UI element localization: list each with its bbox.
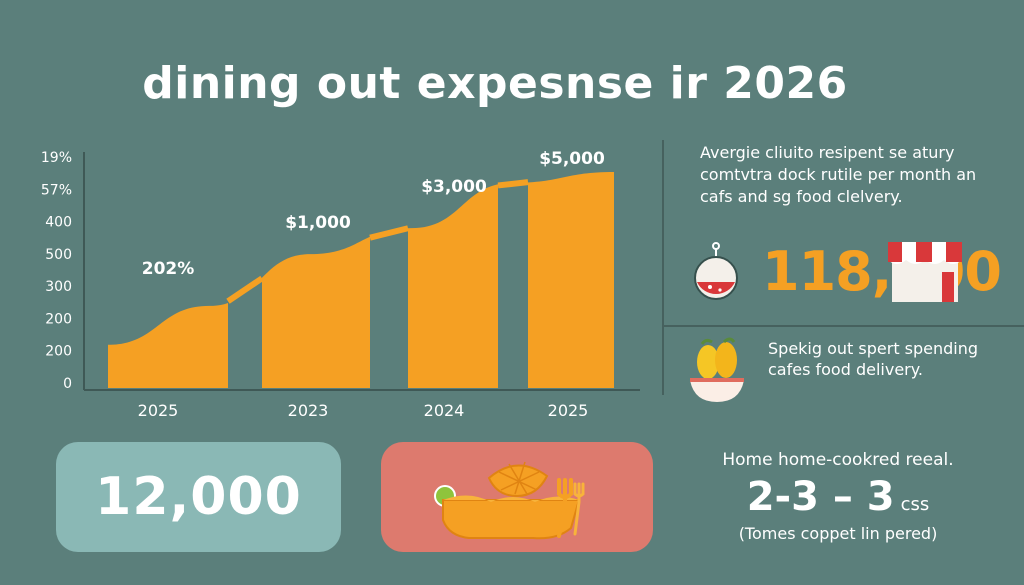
home-cooked-unit: css <box>900 494 930 515</box>
home-cooked-number: 2-3 – 3 <box>746 474 895 520</box>
home-cooked-title: Home home-cookred reeal. <box>722 450 954 470</box>
y-tick-label: 57% <box>41 182 72 198</box>
expense-area-chart: 19% 57% 400 500 300 200 200 0 2025 2023 2024 2025 20… <box>41 149 640 420</box>
home-cooked-note: (Tomes coppet lin pered) <box>738 524 938 543</box>
y-tick-label: 200 <box>45 311 72 327</box>
area-gap-2 <box>370 150 408 388</box>
y-tick-label: 0 <box>63 376 72 392</box>
home-cooked-value: 2-3 – 3 css <box>698 474 978 520</box>
x-tick-label: 2025 <box>138 401 179 420</box>
delivery-spending-description: Spekig out spert spending cafes food del… <box>768 339 979 379</box>
storefront-awning-icon <box>888 242 962 302</box>
area-gap-1 <box>228 150 262 388</box>
stat-value: 118,000 <box>762 240 1002 303</box>
horizontal-divider <box>662 325 1024 327</box>
x-tick-label: 2024 <box>424 401 465 420</box>
stat-row: 118,000 <box>688 238 1018 308</box>
page-title: dining out expesnse ir 2026 <box>142 58 848 109</box>
gap-bridge-3 <box>497 179 529 189</box>
data-annotation: $3,000 <box>421 177 487 197</box>
data-annotation: $1,000 <box>285 213 351 233</box>
total-value-card: 12,000 <box>56 442 341 552</box>
fruit-bowl-icon <box>690 337 744 402</box>
monthly-spend-description: Avergie cliuito resipent se atury comtvt… <box>700 143 977 206</box>
area-series <box>108 172 614 388</box>
data-annotation: $5,000 <box>539 149 605 169</box>
vertical-divider <box>662 140 664 395</box>
x-tick-label: 2025 <box>548 401 589 420</box>
y-tick-label: 19% <box>41 150 72 166</box>
cocktail-glass-icon <box>694 242 738 300</box>
taco-food-fork-icon <box>434 461 585 540</box>
gap-bridge-1 <box>226 275 264 304</box>
y-tick-label: 500 <box>45 247 72 263</box>
data-annotation: 202% <box>142 259 195 279</box>
x-tick-label: 2023 <box>288 401 329 420</box>
gap-bridge-2 <box>369 225 409 241</box>
y-tick-label: 400 <box>45 215 72 231</box>
y-tick-label: 200 <box>45 344 72 360</box>
y-tick-label: 300 <box>45 279 72 295</box>
area-gap-3 <box>498 150 528 388</box>
food-card <box>381 442 653 552</box>
total-value: 12,000 <box>95 467 302 527</box>
